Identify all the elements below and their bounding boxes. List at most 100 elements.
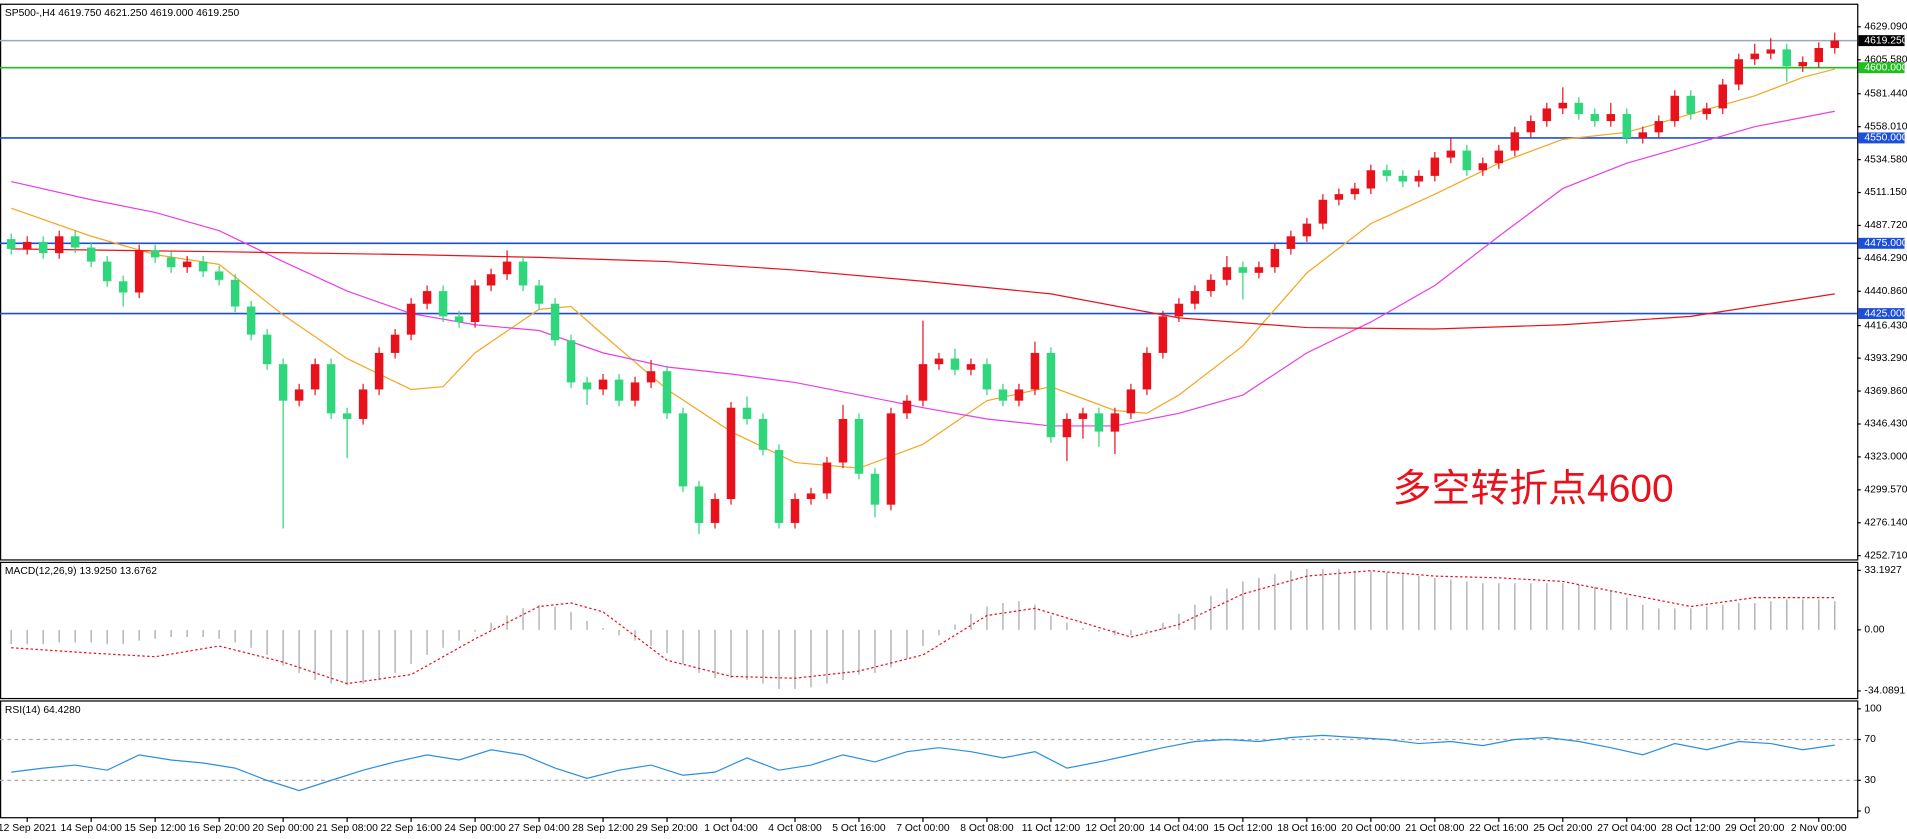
candle-body	[630, 382, 640, 401]
candle-body	[1494, 150, 1504, 164]
candle-body	[1174, 303, 1184, 317]
candle-body	[1254, 267, 1264, 273]
candle-body	[182, 261, 192, 268]
candle-body	[214, 271, 224, 280]
x-tick-label: 1 Oct 04:00	[704, 823, 758, 834]
candle-body	[262, 334, 272, 365]
candle-body	[1110, 413, 1120, 432]
x-tick-label: 20 Oct 00:00	[1341, 823, 1400, 834]
candle-body	[278, 364, 288, 401]
candle-body	[326, 364, 336, 414]
moving-average	[10, 68, 1835, 469]
y-tick-label: 4416.430	[1864, 320, 1907, 331]
candle-body	[1702, 108, 1712, 115]
candle-body	[790, 499, 800, 523]
candle-body	[550, 303, 560, 341]
candle-body	[470, 285, 480, 323]
candle-body	[854, 418, 864, 474]
macd-title: MACD(12,26,9) 13.9250 13.6762	[5, 566, 157, 577]
candle-body	[1574, 102, 1584, 115]
candle-body	[102, 261, 112, 282]
y-tick-label: 4323.000	[1864, 452, 1907, 463]
candle-body	[806, 493, 816, 500]
y-tick-label: 4511.150	[1864, 187, 1907, 198]
y-tick-label: 4276.140	[1864, 517, 1907, 528]
x-tick-label: 27 Sep 04:00	[508, 823, 570, 834]
x-tick-label: 18 Oct 16:00	[1277, 823, 1336, 834]
candle-body	[38, 241, 48, 254]
candle-body	[614, 379, 624, 401]
y-tick-label: 4369.860	[1864, 386, 1907, 397]
x-tick-label: 24 Sep 00:00	[444, 823, 506, 834]
level-label-box	[1858, 132, 1905, 144]
candle-body	[982, 364, 992, 390]
y-tick-label: 4581.440	[1864, 88, 1907, 99]
candle-body	[86, 247, 96, 262]
candle-body	[1654, 121, 1664, 133]
candle-body	[694, 486, 704, 523]
candle-body	[886, 413, 896, 505]
candle-body	[422, 291, 432, 304]
candle-body	[1222, 267, 1232, 280]
candle-body	[1334, 194, 1344, 200]
candle-body	[1718, 84, 1728, 109]
candle-body	[1814, 48, 1824, 63]
x-tick-label: 11 Oct 12:00	[1022, 823, 1081, 834]
candle-body	[870, 473, 880, 505]
x-tick-label: 2 Nov 00:00	[1791, 823, 1847, 834]
y-tick-label: 4629.090	[1864, 22, 1907, 33]
candle-body	[934, 358, 944, 365]
candle-body	[838, 418, 848, 463]
candle-body	[1446, 150, 1456, 158]
candle-body	[710, 499, 720, 523]
candle-body	[1430, 157, 1440, 176]
candle-body	[246, 306, 256, 335]
level-label: 4425.000	[1864, 308, 1907, 319]
candle-body	[1606, 114, 1616, 122]
candle-body	[1766, 49, 1776, 54]
candle-body	[230, 279, 240, 307]
x-tick-label: 7 Oct 00:00	[896, 823, 950, 834]
candle-body	[166, 257, 176, 268]
y-tick-label: 70	[1864, 734, 1876, 745]
candle-body	[1382, 170, 1392, 176]
x-tick-label: 25 Oct 20:00	[1533, 823, 1592, 834]
y-tick-label: 33.1927	[1864, 565, 1902, 576]
rsi-title: RSI(14) 64.4280	[5, 705, 81, 716]
candle-body	[1126, 389, 1136, 414]
candle-body	[966, 364, 976, 370]
candle-body	[822, 462, 832, 494]
candle-body	[678, 413, 688, 487]
candle-body	[1158, 316, 1168, 353]
macd-frame	[0, 561, 1859, 700]
x-tick-label: 20 Sep 00:00	[252, 823, 314, 834]
rsi-frame	[0, 700, 1859, 819]
candle-body	[1094, 413, 1104, 432]
candle-body	[1638, 132, 1648, 138]
candle-body	[1062, 418, 1072, 438]
candle-body	[758, 418, 768, 450]
candle-body	[1542, 108, 1552, 122]
candle-body	[1670, 95, 1680, 122]
candle-body	[1558, 102, 1568, 109]
candle-body	[502, 261, 512, 275]
x-tick-label: 16 Sep 20:00	[188, 823, 250, 834]
x-tick-label: 4 Oct 08:00	[768, 823, 822, 834]
candle-body	[1286, 236, 1296, 249]
candle-body	[374, 352, 384, 390]
candle-body	[1366, 170, 1376, 189]
candle-body	[486, 274, 496, 286]
y-tick-label: 4440.860	[1864, 286, 1907, 297]
x-tick-label: 29 Oct 20:00	[1725, 823, 1784, 834]
candle-body	[1830, 40, 1839, 49]
candle-body	[70, 236, 80, 248]
x-tick-label: 29 Sep 20:00	[636, 823, 698, 834]
candle-body	[1238, 267, 1248, 273]
candle-body	[1590, 114, 1600, 122]
candle-body	[662, 371, 672, 414]
candle-body	[1526, 121, 1536, 133]
candle-body	[22, 241, 32, 249]
candle-body	[438, 291, 448, 317]
candle-body	[774, 449, 784, 523]
